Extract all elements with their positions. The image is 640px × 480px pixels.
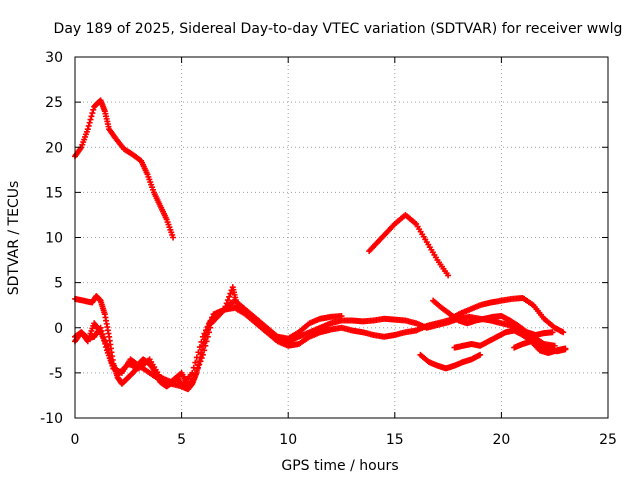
data-point	[89, 110, 96, 117]
data-point	[193, 354, 200, 361]
y-tick-label: 10	[45, 231, 63, 247]
x-tick-label: 20	[492, 432, 510, 448]
series-arc-6	[430, 297, 556, 338]
y-tick-label: -10	[40, 411, 63, 427]
data-point	[209, 314, 216, 321]
data-point	[203, 338, 210, 345]
data-point	[562, 346, 569, 353]
y-tick-label: 0	[54, 321, 63, 337]
data-point	[227, 290, 234, 297]
x-axis-label: GPS time / hours	[281, 458, 398, 474]
data-point	[193, 367, 200, 374]
data-point	[198, 338, 205, 345]
chart-title: Day 189 of 2025, Sidereal Day-to-day VTE…	[54, 21, 623, 37]
series-arc-1	[72, 97, 177, 241]
y-axis-label: SDTVAR / TECUs	[6, 181, 22, 296]
data-point	[191, 374, 198, 381]
data-point	[102, 340, 109, 347]
series-arc-7	[417, 351, 484, 372]
data-point	[99, 331, 106, 338]
series-arc-4	[72, 294, 567, 390]
data-point	[192, 359, 199, 366]
data-point	[201, 330, 208, 337]
y-tick-label: 15	[45, 185, 63, 201]
x-axis-ticks: 0 5 10 15 20 25	[71, 57, 617, 448]
data-point	[560, 329, 567, 336]
data-point	[170, 234, 177, 241]
data-point	[224, 297, 231, 304]
data-point	[549, 329, 556, 336]
y-tick-label: 25	[45, 95, 63, 111]
data-point	[196, 344, 203, 351]
data-point	[196, 361, 203, 368]
data-point	[86, 119, 93, 126]
data-point	[206, 329, 213, 336]
data-point	[88, 113, 95, 120]
y-tick-label: -5	[49, 366, 63, 382]
x-tick-label: 5	[177, 432, 186, 448]
data-point	[190, 364, 197, 371]
data-point	[204, 324, 211, 331]
data-point	[101, 337, 108, 344]
data-point	[103, 344, 110, 351]
data-point	[189, 369, 196, 376]
data-point	[97, 324, 104, 331]
data-point	[202, 327, 209, 334]
data-point	[90, 106, 97, 113]
data-point	[445, 272, 452, 279]
y-axis-ticks: -10 -5 0 5 10 15 20 25 30	[40, 50, 608, 427]
data-point	[206, 320, 213, 327]
x-tick-label: 0	[71, 432, 80, 448]
series-arc-5	[366, 211, 452, 279]
x-tick-label: 10	[279, 432, 297, 448]
series-arc-9	[511, 338, 569, 355]
data-point	[202, 342, 209, 349]
data-point	[199, 351, 206, 358]
data-point	[87, 116, 94, 123]
data-point	[199, 333, 206, 340]
data-point	[226, 293, 233, 300]
data-point	[100, 334, 107, 341]
y-tick-label: 5	[54, 276, 63, 292]
data-point	[98, 327, 105, 334]
data-point	[84, 126, 91, 133]
x-tick-label: 25	[599, 432, 617, 448]
data-points	[72, 97, 569, 393]
data-point	[477, 351, 484, 358]
data-point	[201, 347, 208, 354]
data-point	[207, 317, 214, 324]
x-tick-label: 15	[386, 432, 404, 448]
data-point	[85, 122, 92, 129]
y-tick-label: 30	[45, 50, 63, 66]
data-point	[197, 358, 204, 365]
data-point	[195, 349, 202, 356]
y-tick-label: 20	[45, 140, 63, 156]
